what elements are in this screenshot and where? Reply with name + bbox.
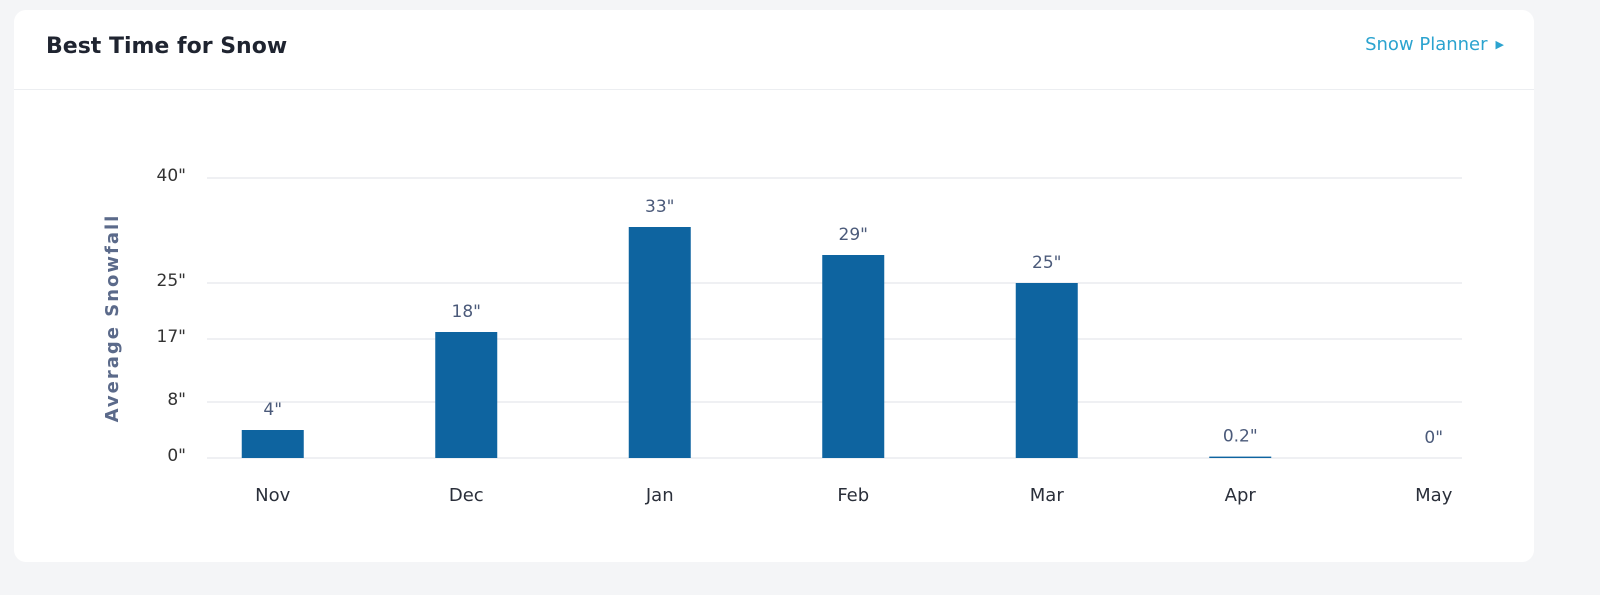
bar — [435, 332, 498, 458]
card-title: Best Time for Snow — [46, 34, 288, 59]
card-header: Best Time for Snow Snow Planner ▶ — [14, 10, 1534, 90]
y-tick-label: 40" — [157, 166, 186, 186]
card: Best Time for Snow Snow Planner ▶ — [14, 10, 1534, 562]
value-label: 33" — [645, 197, 674, 217]
y-tick-label: 8" — [167, 390, 186, 410]
bar — [1015, 283, 1078, 458]
x-tick-label: Mar — [1030, 485, 1065, 506]
x-tick-label: Apr — [1225, 485, 1257, 506]
value-label: 18" — [452, 302, 481, 322]
value-label: 25" — [1032, 253, 1061, 273]
snow-planner-link[interactable]: Snow Planner ▶ — [1365, 34, 1504, 55]
bar — [822, 255, 885, 458]
value-label: 0" — [1424, 428, 1443, 448]
value-label: 29" — [839, 225, 868, 245]
bar — [628, 227, 691, 458]
x-tick-label: Dec — [449, 485, 484, 506]
x-tick-label: Jan — [645, 485, 674, 506]
x-tick-label: Feb — [837, 485, 869, 506]
value-label: 0.2" — [1223, 427, 1258, 447]
x-tick-label: Nov — [255, 485, 290, 506]
y-tick-label: 25" — [157, 271, 186, 291]
link-text[interactable]: Snow Planner — [1365, 34, 1488, 55]
y-tick-label: 0" — [167, 446, 186, 466]
bar — [1209, 456, 1272, 458]
y-axis-label: Average Snowfall — [102, 214, 123, 423]
link-arrow[interactable]: ▶ — [1495, 38, 1504, 51]
y-tick-label: 17" — [157, 327, 186, 347]
value-label: 4" — [263, 400, 282, 420]
bar — [241, 430, 304, 458]
x-tick-label: May — [1415, 485, 1453, 506]
